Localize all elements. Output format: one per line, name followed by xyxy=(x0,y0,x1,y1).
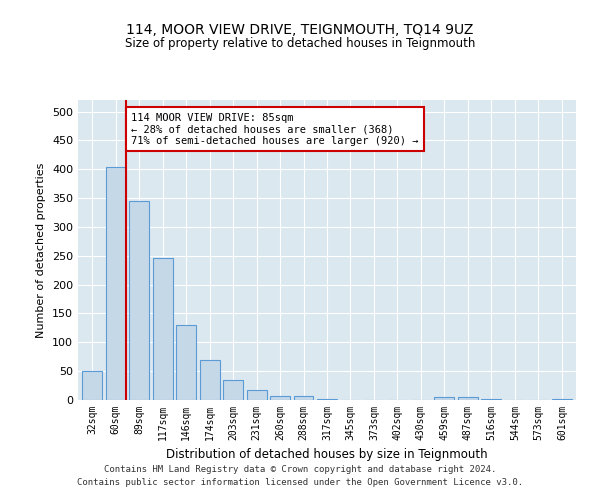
Y-axis label: Number of detached properties: Number of detached properties xyxy=(37,162,46,338)
Bar xyxy=(293,396,313,400)
Bar xyxy=(481,399,502,400)
Text: 114 MOOR VIEW DRIVE: 85sqm
← 28% of detached houses are smaller (368)
71% of sem: 114 MOOR VIEW DRIVE: 85sqm ← 28% of deta… xyxy=(131,112,418,146)
Bar xyxy=(129,201,149,400)
Text: Size of property relative to detached houses in Teignmouth: Size of property relative to detached ho… xyxy=(125,38,475,51)
Bar xyxy=(176,325,196,400)
Bar xyxy=(223,380,243,400)
Bar xyxy=(82,371,102,400)
Bar xyxy=(552,399,572,400)
Bar xyxy=(200,360,220,400)
Bar xyxy=(434,397,454,400)
Text: Contains HM Land Registry data © Crown copyright and database right 2024.: Contains HM Land Registry data © Crown c… xyxy=(104,466,496,474)
Text: Contains public sector information licensed under the Open Government Licence v3: Contains public sector information licen… xyxy=(77,478,523,487)
Bar xyxy=(247,390,266,400)
Bar xyxy=(458,397,478,400)
Bar xyxy=(152,258,173,400)
Bar xyxy=(270,396,290,400)
Bar xyxy=(106,168,125,400)
X-axis label: Distribution of detached houses by size in Teignmouth: Distribution of detached houses by size … xyxy=(166,448,488,462)
Text: 114, MOOR VIEW DRIVE, TEIGNMOUTH, TQ14 9UZ: 114, MOOR VIEW DRIVE, TEIGNMOUTH, TQ14 9… xyxy=(127,22,473,36)
